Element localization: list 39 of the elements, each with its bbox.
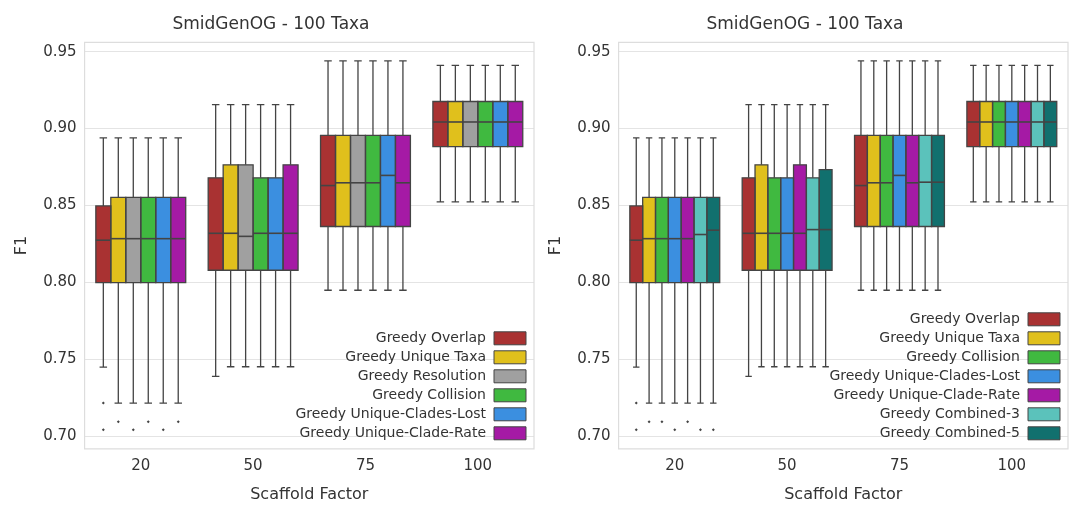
y-tick-label: 0.95 [577,41,611,60]
legend-label: Greedy Combined-3 [879,404,1020,421]
legend-label: Greedy Unique-Clade-Rate [833,385,1020,402]
legend-label: Greedy Unique Taxa [879,328,1020,345]
y-tick-label: 0.75 [43,349,77,368]
legend-label: Greedy Collision [906,347,1020,364]
y-tick-label: 0.70 [43,426,77,445]
x-axis-title: Scaffold Factor [250,483,369,503]
y-tick-label: 0.85 [43,195,77,214]
y-tick-label: 0.90 [43,118,77,137]
legend-label: Greedy Unique-Clades-Lost [295,404,487,421]
x-tick-label: 75 [889,455,910,474]
x-tick-label: 50 [777,455,797,474]
legend-label: Greedy Resolution [357,366,486,383]
legend-label: Greedy Unique Taxa [345,347,486,364]
x-tick-label: 100 [463,455,493,474]
chart-title: SmidGenOG - 100 Taxa [172,12,370,33]
y-tick-label: 0.95 [43,41,77,60]
x-tick-label: 75 [355,455,376,474]
y-tick-label: 0.80 [577,272,611,291]
legend-label: Greedy Unique-Clade-Rate [299,423,486,440]
y-tick-label: 0.85 [577,195,611,214]
y-tick-label: 0.80 [43,272,77,291]
y-tick-label: 0.75 [577,349,611,368]
legend-label: Greedy Combined-5 [879,423,1020,440]
y-axis-title: F1 [10,235,30,256]
x-axis-title: Scaffold Factor [784,483,903,503]
legend-label: Greedy Collision [372,385,486,402]
y-axis-title: F1 [544,235,564,256]
x-tick-label: 50 [243,455,263,474]
y-tick-label: 0.70 [577,426,611,445]
y-tick-label: 0.90 [577,118,611,137]
legend-label: Greedy Unique-Clades-Lost [829,366,1021,383]
x-tick-label: 20 [131,455,151,474]
chart-title: SmidGenOG - 100 Taxa [706,12,904,33]
x-tick-label: 20 [665,455,685,474]
x-tick-label: 100 [997,455,1027,474]
legend-label: Greedy Overlap [375,328,487,345]
legend-label: Greedy Overlap [909,309,1021,326]
